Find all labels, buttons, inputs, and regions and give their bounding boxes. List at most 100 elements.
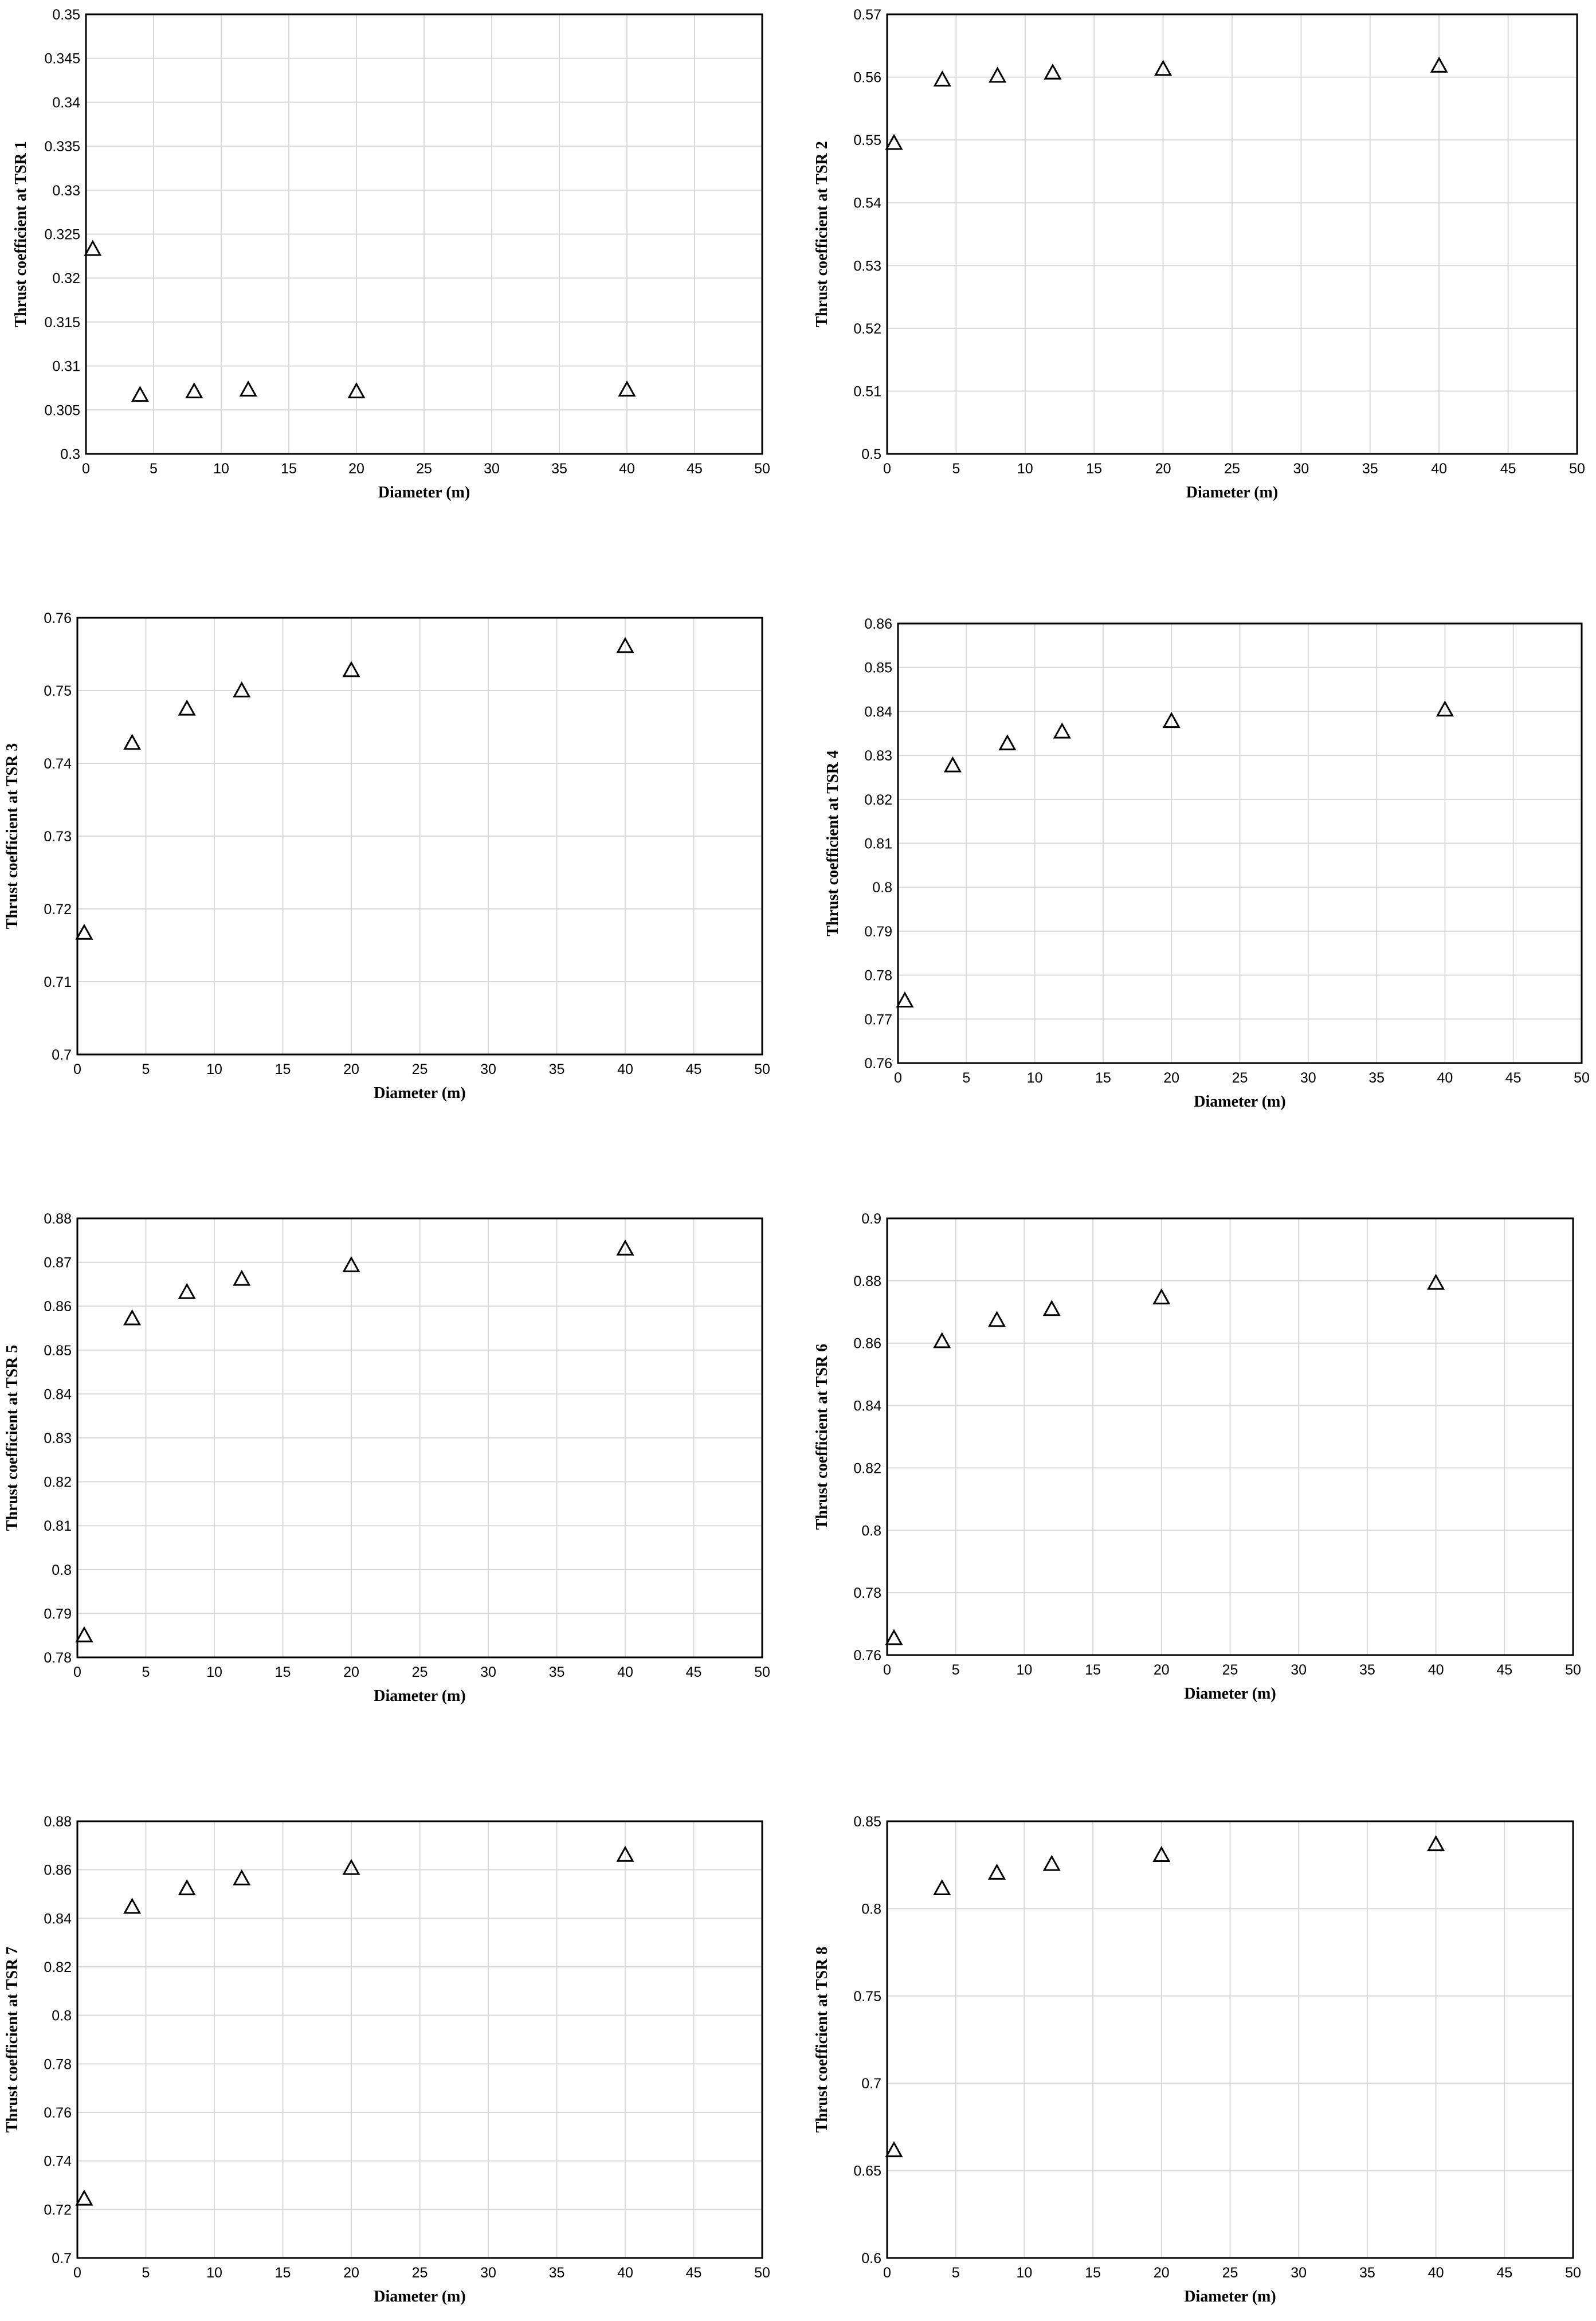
data-point-triangle — [347, 382, 366, 398]
chart-panel-tsr-7: 0 5 10 15 20 25 30 35 40 45 50 0.7 0.72 0.74 0.76 0.78 0… — [3, 1814, 770, 2306]
y-tick-label: 0.82 — [864, 792, 892, 808]
x-tick-label: 5 — [150, 461, 158, 477]
data-point-triangle — [998, 734, 1017, 751]
x-tick-label: 0 — [894, 1070, 902, 1086]
x-tick-label: 30 — [484, 461, 500, 477]
y-axis-title: Thrust coefficient at TSR 5 — [3, 1345, 21, 1531]
x-tick-label: 10 — [1016, 1662, 1032, 1678]
x-tick-label: 35 — [1359, 2265, 1375, 2281]
y-tick-label: 0.78 — [864, 968, 892, 984]
gridlines — [887, 1821, 1574, 2259]
x-tick-label: 10 — [1027, 1070, 1043, 1086]
x-tick-label: 45 — [687, 461, 703, 477]
y-tick-label: 0.76 — [44, 2105, 72, 2121]
x-tick-label: 35 — [551, 461, 567, 477]
y-tick-label: 0.32 — [52, 270, 80, 287]
x-tick-label: 50 — [1565, 1662, 1581, 1678]
x-tick-label: 0 — [883, 461, 891, 477]
data-point-triangle — [123, 1309, 142, 1326]
data-point-triangle — [616, 1239, 634, 1256]
data-series — [84, 240, 636, 402]
x-tick-label: 35 — [1368, 1070, 1385, 1086]
x-tick-label: 5 — [952, 2265, 960, 2281]
x-tick-label: 20 — [1163, 1070, 1179, 1086]
y-tick-label: 0.7 — [52, 1047, 72, 1063]
y-axis-title: Thrust coefficient at TSR 4 — [824, 750, 842, 936]
x-tick-label: 20 — [343, 1061, 359, 1077]
y-tick-label: 0.51 — [853, 383, 881, 399]
y-tick-label: 0.74 — [44, 756, 72, 772]
y-tick-label: 0.71 — [44, 974, 72, 990]
y-tick-label: 0.78 — [44, 1650, 72, 1666]
y-tick-label: 0.82 — [44, 1959, 72, 1975]
chart-panel-tsr-2: 0 5 10 15 20 25 30 35 40 45 50 0.5 0.51 0.52 0.53 0.54 0… — [813, 7, 1585, 501]
data-point-triangle — [1152, 1846, 1171, 1863]
y-tick-label: 0.77 — [864, 1011, 892, 1028]
y-tick-label: 0.81 — [44, 1518, 72, 1534]
x-tick-label: 15 — [275, 2265, 291, 2281]
x-tick-label: 10 — [1017, 461, 1033, 477]
x-tick-label: 40 — [1437, 1070, 1453, 1086]
data-point-triangle — [989, 66, 1007, 83]
x-tick-label: 10 — [206, 1664, 222, 1680]
y-tick-label: 0.53 — [853, 258, 881, 274]
x-tick-label: 50 — [754, 461, 770, 477]
y-tick-label: 0.86 — [864, 616, 892, 632]
x-tick-label: 30 — [480, 1061, 496, 1077]
y-tick-label: 0.85 — [853, 1814, 881, 1830]
chart-panel-tsr-8: 0 5 10 15 20 25 30 35 40 45 50 0.6 0.65 0.7 0.75 0.8 0.8… — [813, 1814, 1581, 2306]
x-tick-label: 25 — [1232, 1070, 1248, 1086]
x-tick-label: 35 — [1362, 461, 1378, 477]
plot-area-border — [886, 1820, 1574, 2259]
data-series — [885, 56, 1448, 150]
chart-panel-tsr-6: 0 5 10 15 20 25 30 35 40 45 50 0.76 0.78 0.8 0.82 0.84 0… — [813, 1211, 1581, 1703]
data-point-triangle — [933, 70, 951, 87]
x-tick-label: 25 — [412, 1664, 428, 1680]
x-tick-label: 25 — [1222, 2265, 1238, 2281]
x-tick-label: 5 — [142, 2265, 150, 2281]
data-point-triangle — [185, 382, 203, 398]
x-tick-label: 25 — [416, 461, 432, 477]
data-point-triangle — [75, 923, 93, 940]
x-tick-label: 35 — [549, 2265, 565, 2281]
data-point-triangle — [1427, 1835, 1445, 1852]
chart-panel-tsr-5: 0 5 10 15 20 25 30 35 40 45 50 0.78 0.79 0.8 0.81 0.82 0… — [3, 1211, 770, 1705]
y-tick-label: 0.82 — [853, 1460, 881, 1476]
y-tick-label: 0.33 — [52, 183, 80, 199]
data-point-triangle — [75, 1626, 93, 1642]
data-point-triangle — [233, 681, 251, 697]
y-tick-label: 0.57 — [853, 7, 881, 23]
data-point-triangle — [342, 1256, 360, 1272]
y-tick-label: 0.84 — [853, 1398, 881, 1414]
plot-area-border — [85, 13, 763, 455]
y-axis-title: Thrust coefficient at TSR 3 — [3, 743, 21, 930]
x-tick-label: 0 — [883, 1662, 891, 1678]
x-axis-title: Diameter (m) — [1184, 1685, 1276, 1703]
y-tick-label: 0.8 — [52, 1562, 72, 1578]
x-tick-label: 20 — [343, 1664, 359, 1680]
data-point-triangle — [1162, 712, 1181, 728]
data-point-triangle — [885, 134, 903, 150]
x-axis-title: Diameter (m) — [1184, 2288, 1276, 2306]
plot-area-border — [76, 1217, 763, 1659]
data-point-triangle — [933, 1332, 951, 1348]
y-tick-label: 0.325 — [44, 227, 80, 243]
x-tick-label: 50 — [754, 1061, 770, 1077]
data-point-triangle — [123, 734, 142, 750]
data-series — [75, 637, 634, 940]
x-tick-label: 15 — [275, 1061, 291, 1077]
x-tick-label: 45 — [686, 1664, 702, 1680]
y-tick-label: 0.8 — [52, 2008, 72, 2024]
x-tick-label: 15 — [1085, 2265, 1101, 2281]
data-point-triangle — [178, 1879, 196, 1896]
x-tick-label: 40 — [1431, 461, 1447, 477]
y-tick-label: 0.3 — [60, 446, 80, 462]
y-axis-title: Thrust coefficient at TSR 7 — [3, 1947, 21, 2133]
x-tick-label: 20 — [1154, 1662, 1170, 1678]
y-tick-label: 0.86 — [853, 1336, 881, 1352]
y-tick-label: 0.35 — [52, 7, 80, 23]
x-tick-label: 0 — [73, 2265, 81, 2281]
y-tick-label: 0.345 — [44, 51, 80, 67]
